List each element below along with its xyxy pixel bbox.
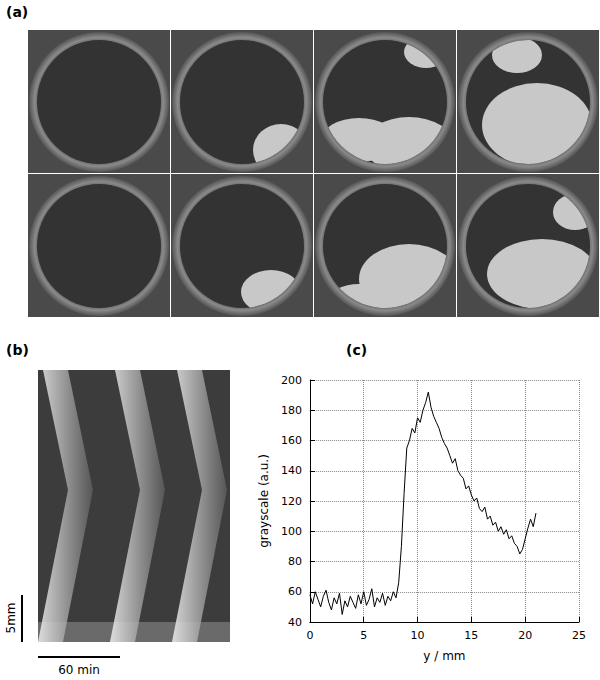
svg-text:20: 20	[518, 629, 532, 642]
svg-text:120: 120	[281, 495, 302, 508]
svg-text:5mm: 5mm	[4, 602, 18, 633]
svg-text:25: 25	[572, 629, 586, 642]
svg-text:15: 15	[464, 629, 478, 642]
svg-text:0: 0	[306, 629, 313, 642]
svg-text:grayscale (a.u.): grayscale (a.u.)	[257, 454, 271, 548]
svg-text:10: 10	[411, 629, 425, 642]
svg-text:140: 140	[281, 464, 302, 477]
html-text:(b): (b)	[6, 342, 29, 358]
svg-text:y / mm: y / mm	[423, 649, 465, 663]
svg-text:180: 180	[281, 404, 302, 417]
svg-text:80: 80	[288, 555, 302, 568]
svg-text:60: 60	[288, 585, 302, 598]
svg-text:40: 40	[288, 616, 302, 629]
html-text:(c): (c)	[346, 342, 368, 358]
html-text:(a): (a)	[6, 4, 29, 20]
svg-text:60 min: 60 min	[58, 663, 100, 677]
svg-text:200: 200	[281, 374, 302, 387]
svg-text:100: 100	[281, 525, 302, 538]
svg-text:5: 5	[360, 629, 367, 642]
svg-text:160: 160	[281, 434, 302, 447]
